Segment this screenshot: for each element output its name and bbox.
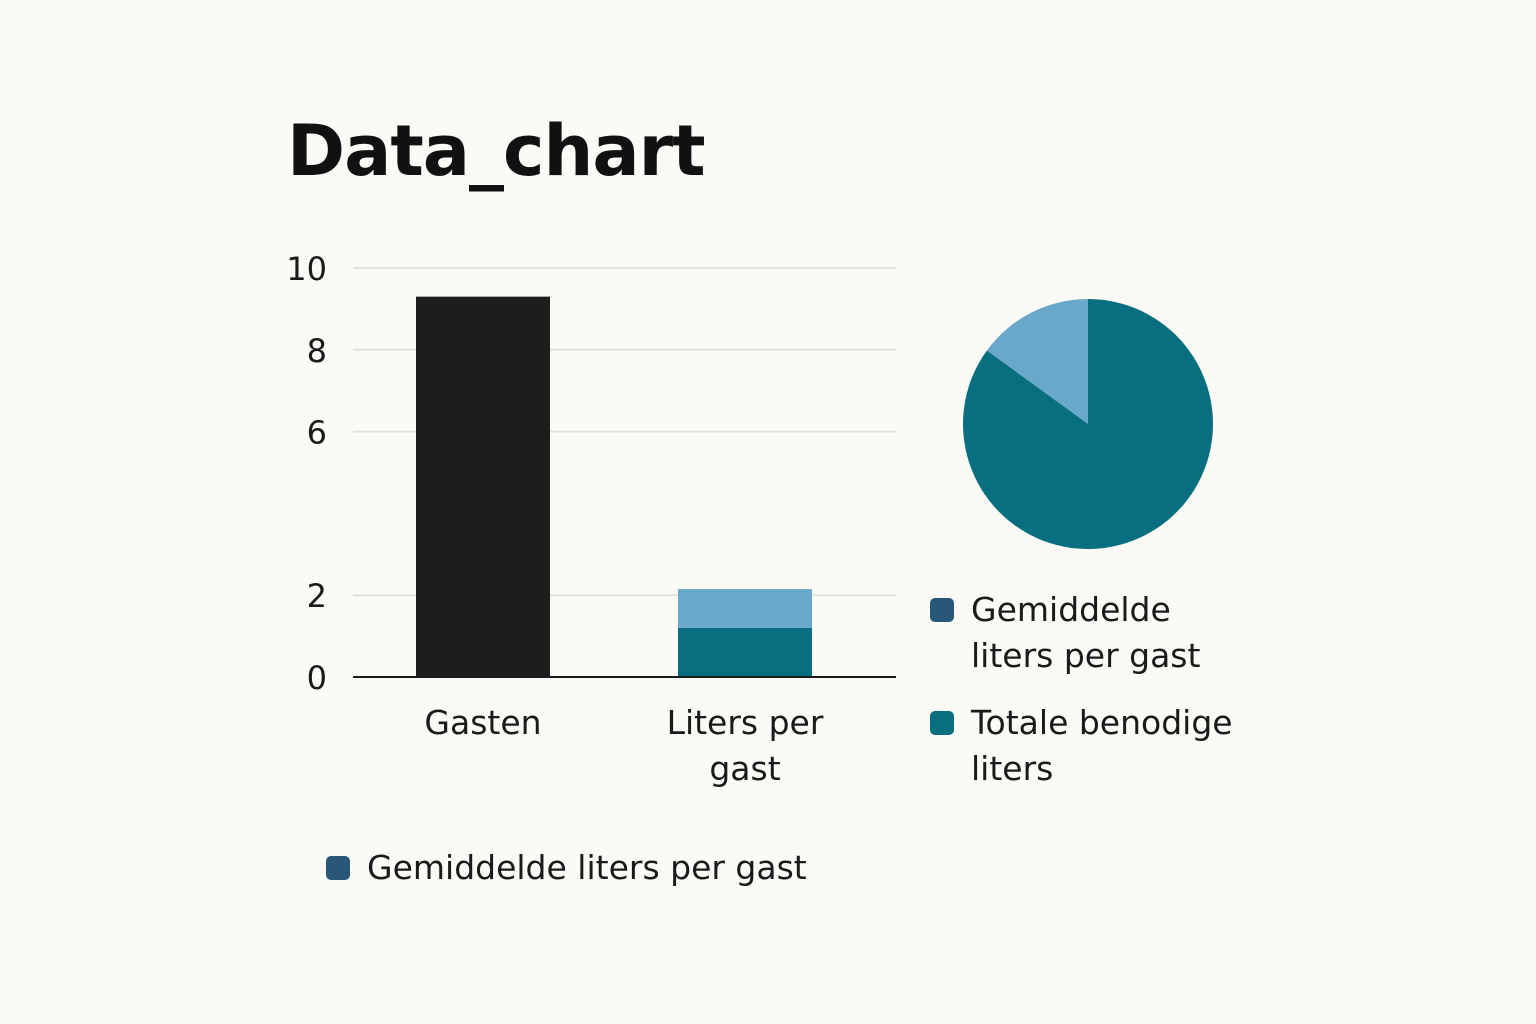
x-axis-labels: Gasten Liters per gast <box>424 703 823 788</box>
legend-label: Gemiddelde liters per gast <box>971 590 1201 675</box>
y-tick-label: 0 <box>307 659 327 697</box>
pie-legend: Gemiddelde liters per gast Totale benodig… <box>930 587 1260 813</box>
legend-label: Totale benodige liters <box>971 703 1233 788</box>
legend-label: Gemiddelde liters per gast <box>367 848 807 887</box>
y-tick-label: 10 <box>286 250 327 288</box>
legend-item: Gemiddelde liters per gast <box>326 845 1026 891</box>
pie-slice-1 <box>963 299 1214 550</box>
bar-2-segment-2 <box>678 589 812 628</box>
x-category-label: Gasten <box>424 703 541 742</box>
legend-item: Totale benodige liters <box>930 700 1260 792</box>
pie-slice-2 <box>986 299 1088 424</box>
x-category-label: gast <box>709 749 780 788</box>
chart-title: Data_chart <box>287 110 706 192</box>
y-tick-label: 6 <box>307 414 327 452</box>
legend-item: Gemiddelde liters per gast <box>930 587 1260 679</box>
y-axis-ticks: 0 2 6 8 10 <box>286 250 327 697</box>
legend-swatch <box>930 598 954 622</box>
y-tick-label: 2 <box>307 577 327 615</box>
bars <box>416 296 812 677</box>
pie-chart <box>963 299 1214 550</box>
bar-1-segment-1 <box>416 296 550 677</box>
bar-legend: Gemiddelde liters per gast <box>326 845 1026 891</box>
bar-2-segment-1 <box>678 627 812 677</box>
legend-swatch <box>930 711 954 735</box>
legend-swatch <box>326 856 350 880</box>
y-tick-label: 8 <box>307 332 327 370</box>
x-category-label: Liters per <box>667 703 824 742</box>
